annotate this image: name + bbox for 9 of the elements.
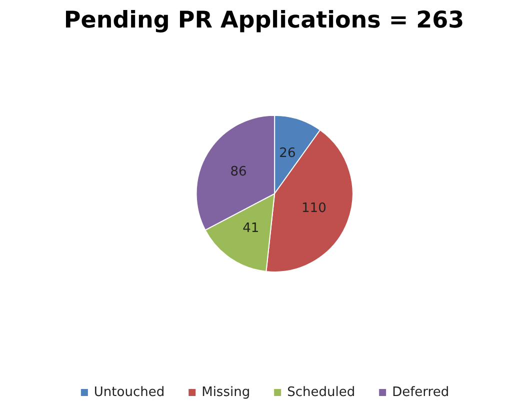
data-label: 26 [279, 146, 296, 162]
data-label: 86 [230, 164, 247, 180]
data-label: 110 [302, 201, 326, 216]
chart-title: Pending PR Applications = 263 [64, 8, 464, 34]
legend-label: Deferred [392, 385, 450, 400]
legend-label: Untouched [94, 385, 165, 400]
legend-label: Scheduled [287, 385, 356, 400]
data-label: 41 [242, 220, 260, 236]
legend-label: Missing [202, 385, 250, 400]
